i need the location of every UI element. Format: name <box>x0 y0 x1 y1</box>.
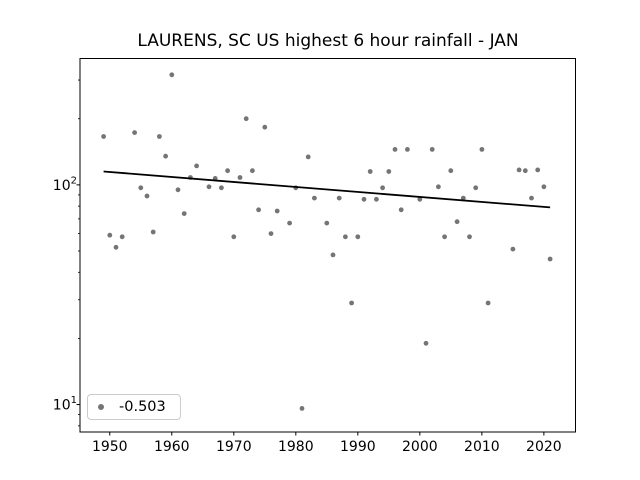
scatter-point <box>479 147 485 152</box>
legend: -0.503 <box>87 394 181 420</box>
scatter-point <box>243 116 249 122</box>
scatter-point <box>374 196 379 202</box>
scatter-point <box>219 185 224 191</box>
scatter-point <box>473 185 479 191</box>
scatter-marker-icon <box>98 404 104 410</box>
scatter-point <box>541 184 547 190</box>
scatter-point <box>349 300 354 306</box>
scatter-point <box>417 196 423 202</box>
scatter-point <box>256 207 261 213</box>
scatter-point <box>330 252 336 258</box>
scatter-point <box>169 72 175 78</box>
scatter-point <box>423 340 429 346</box>
scatter-point <box>436 184 441 190</box>
scatter-point <box>467 234 472 240</box>
scatter-point <box>429 147 435 152</box>
x-tick-label: 1990 <box>340 439 376 455</box>
x-tick-label: 1970 <box>216 439 252 455</box>
scatter-point <box>454 219 460 225</box>
scatter-point <box>547 256 553 262</box>
x-tick-label: 2020 <box>526 439 562 455</box>
scatter-point <box>343 234 348 240</box>
scatter-point <box>361 196 367 202</box>
scatter-point <box>113 244 119 250</box>
chart-title: LAURENS, SC US highest 6 hour rainfall -… <box>137 31 519 51</box>
scatter-point <box>460 195 466 201</box>
scatter-point <box>119 234 125 240</box>
scatter-point <box>312 195 317 201</box>
y-tick-label: 102 <box>53 175 77 194</box>
scatter-point <box>398 207 404 213</box>
scatter-point <box>299 406 305 411</box>
scatter-point <box>237 175 243 180</box>
scatter-point <box>157 134 162 139</box>
scatter-point <box>250 168 255 174</box>
scatter-point <box>175 187 181 193</box>
scatter-point <box>522 168 528 174</box>
x-tick-label: 1950 <box>92 439 128 455</box>
scatter-point <box>529 195 534 201</box>
x-tick-label: 2000 <box>402 439 438 455</box>
scatter-point <box>107 232 113 238</box>
scatter-point <box>535 167 541 173</box>
scatter-point <box>367 169 373 174</box>
scatter-point <box>101 134 106 139</box>
legend-slope-label: -0.503 <box>119 399 166 415</box>
y-tick-label: 101 <box>53 395 77 414</box>
scatter-point <box>324 220 330 226</box>
x-tick-label: 1960 <box>154 439 190 455</box>
plot-frame <box>79 58 576 433</box>
scatter-point <box>206 184 212 190</box>
scatter-point <box>262 124 268 130</box>
scatter-point <box>138 185 144 191</box>
scatter-point <box>386 169 392 174</box>
scatter-point <box>442 234 447 240</box>
scatter-point <box>392 147 398 152</box>
scatter-point <box>132 130 138 136</box>
x-tick-label: 2010 <box>464 439 500 455</box>
scatter-point <box>380 185 385 191</box>
scatter-point <box>355 234 361 240</box>
scatter-point <box>225 168 231 174</box>
scatter-point <box>336 195 342 201</box>
x-tick-label: 1980 <box>278 439 314 455</box>
scatter-point <box>516 167 522 173</box>
scatter-point <box>194 163 200 169</box>
scatter-point <box>163 153 169 159</box>
scatter-point <box>405 147 410 152</box>
scatter-point <box>268 231 274 237</box>
scatter-point <box>510 246 516 252</box>
scatter-point <box>485 300 491 306</box>
scatter-point <box>231 234 237 240</box>
trend-line <box>103 170 551 209</box>
scatter-point <box>448 168 454 174</box>
scatter-point <box>274 208 280 214</box>
scatter-point <box>305 154 311 160</box>
scatter-point <box>150 229 156 235</box>
scatter-point <box>287 220 292 226</box>
scatter-point <box>144 193 150 199</box>
scatter-point <box>181 211 187 217</box>
